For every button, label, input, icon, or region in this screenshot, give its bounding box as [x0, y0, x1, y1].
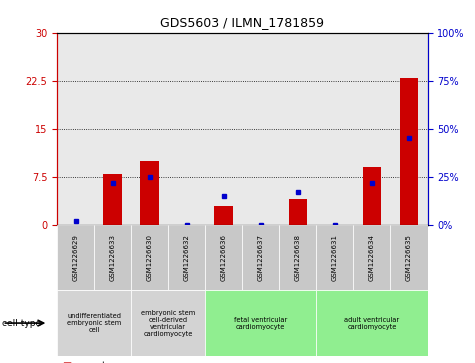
Bar [242, 33, 279, 225]
Bar [279, 33, 316, 225]
Bar [104, 174, 122, 225]
Bar [57, 290, 131, 356]
Text: adult ventricular
cardiomyocyte: adult ventricular cardiomyocyte [344, 317, 399, 330]
Bar [390, 33, 428, 225]
Text: count: count [81, 361, 106, 363]
Text: fetal ventricular
cardiomyocyte: fetal ventricular cardiomyocyte [234, 317, 287, 330]
Bar [131, 290, 205, 356]
Bar [205, 225, 242, 290]
Bar [215, 206, 233, 225]
Bar [131, 225, 168, 290]
Bar [168, 33, 205, 225]
Text: GSM1226633: GSM1226633 [110, 234, 115, 281]
Text: cell type: cell type [2, 319, 41, 327]
Bar [316, 33, 353, 225]
Bar [363, 167, 381, 225]
Bar [57, 33, 94, 225]
Bar [353, 225, 390, 290]
Bar [390, 225, 428, 290]
Bar [94, 225, 131, 290]
Bar [94, 33, 131, 225]
Text: undifferentiated
embryonic stem
cell: undifferentiated embryonic stem cell [67, 313, 121, 333]
Bar [205, 290, 316, 356]
Text: GSM1226636: GSM1226636 [221, 234, 227, 281]
Bar [289, 199, 307, 225]
Bar [141, 161, 159, 225]
Bar [57, 225, 94, 290]
Text: GSM1226637: GSM1226637 [258, 234, 264, 281]
Text: GSM1226630: GSM1226630 [147, 234, 152, 281]
Bar [316, 290, 428, 356]
Text: ■: ■ [62, 361, 71, 363]
Text: GSM1226632: GSM1226632 [184, 234, 190, 281]
Text: GSM1226634: GSM1226634 [369, 234, 375, 281]
Text: GSM1226635: GSM1226635 [406, 234, 412, 281]
Bar [353, 33, 390, 225]
Text: GSM1226629: GSM1226629 [73, 234, 78, 281]
Text: GSM1226638: GSM1226638 [295, 234, 301, 281]
Title: GDS5603 / ILMN_1781859: GDS5603 / ILMN_1781859 [160, 16, 324, 29]
Text: embryonic stem
cell-derived
ventricular
cardiomyocyte: embryonic stem cell-derived ventricular … [141, 310, 195, 337]
Bar [205, 33, 242, 225]
Text: GSM1226631: GSM1226631 [332, 234, 338, 281]
Bar [316, 225, 353, 290]
Bar [400, 78, 418, 225]
Bar [279, 225, 316, 290]
Bar [242, 225, 279, 290]
Bar [131, 33, 168, 225]
Bar [168, 225, 205, 290]
